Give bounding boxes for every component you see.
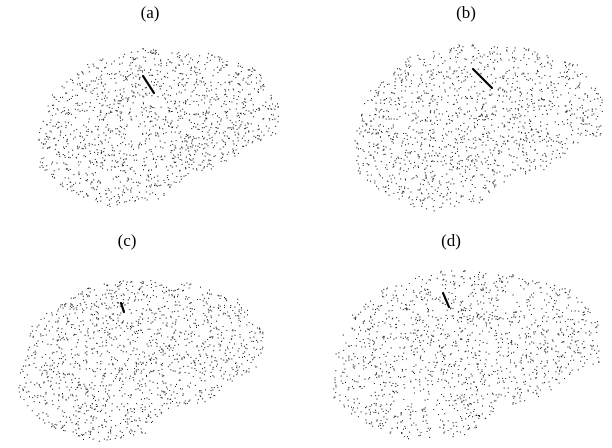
marker-line — [443, 293, 449, 307]
point-cloud — [39, 49, 280, 207]
point-cloud — [355, 45, 603, 211]
point-cloud — [333, 271, 599, 439]
panel-label: (b) — [456, 3, 476, 22]
marker-line — [473, 69, 492, 88]
figure: (a) (b) (c) (d) — [0, 0, 612, 448]
marker-line — [143, 76, 154, 93]
point-cloud — [19, 281, 264, 442]
panel-label: (c) — [118, 231, 137, 250]
panel-label: (a) — [141, 3, 160, 22]
page: (a) (b) (c) (d) (() => { const data = JS… — [0, 0, 612, 448]
panel-label: (d) — [441, 231, 461, 250]
marker-line — [121, 303, 124, 312]
